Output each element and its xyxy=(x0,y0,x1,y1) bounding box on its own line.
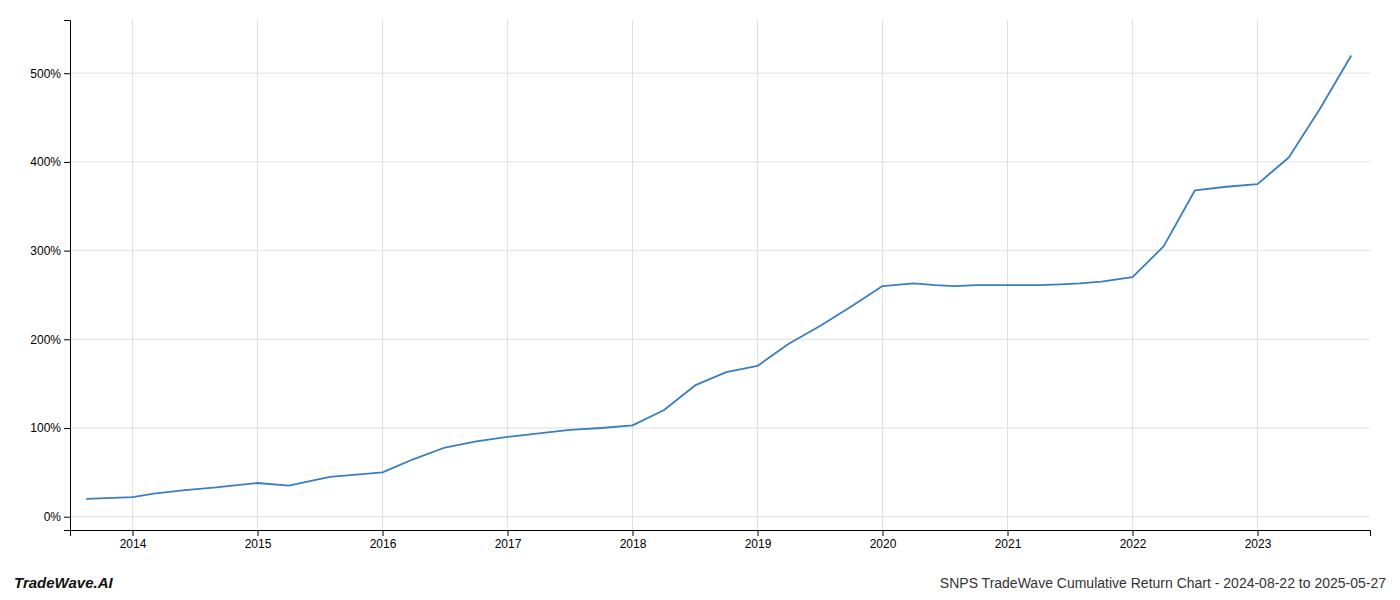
y-tick-label: 100% xyxy=(30,421,61,435)
x-tick: 2021 xyxy=(995,530,1022,551)
x-tick-label: 2017 xyxy=(495,537,522,551)
x-tick: 2020 xyxy=(870,530,897,551)
watermark: TradeWave.AI xyxy=(14,574,113,591)
y-tick-label: 0% xyxy=(44,510,62,524)
x-tick-label: 2019 xyxy=(745,537,772,551)
grid-line-x xyxy=(382,20,383,530)
x-tick-label: 2018 xyxy=(620,537,647,551)
grid-line-y xyxy=(70,516,1370,517)
plot: 2014 2015 2016 2017 2018 2019 2020 2021 2022 2023… xyxy=(30,20,1370,551)
x-tick-mark xyxy=(383,530,384,536)
x-tick-mark xyxy=(633,530,634,536)
grid-line-y xyxy=(70,73,1370,74)
y-tick-mark xyxy=(64,162,70,163)
y-tick-mark xyxy=(64,517,70,518)
y-tick: 500% xyxy=(30,67,70,81)
grid-line-x xyxy=(257,20,258,530)
grid-line-x xyxy=(507,20,508,530)
x-tick-mark xyxy=(258,530,259,536)
x-tick-mark xyxy=(133,530,134,536)
x-tick: 2015 xyxy=(245,530,272,551)
grid-line-y xyxy=(70,428,1370,429)
y-tick: 400% xyxy=(30,155,70,169)
x-tick-mark xyxy=(508,530,509,536)
y-tick-label: 200% xyxy=(30,333,61,347)
x-tick-label: 2015 xyxy=(245,537,272,551)
x-tick-mark xyxy=(1133,530,1134,536)
marks xyxy=(86,55,1351,498)
grid-line-x xyxy=(1132,20,1133,530)
y-tick-mark xyxy=(64,73,70,74)
y-axis-line xyxy=(64,21,71,531)
x-tick-mark xyxy=(1008,530,1009,536)
x-tick-label: 2021 xyxy=(995,537,1022,551)
x-tick-mark xyxy=(758,530,759,536)
grid-line-x xyxy=(1257,20,1258,530)
x-tick-label: 2014 xyxy=(120,537,147,551)
y-tick-mark xyxy=(64,339,70,340)
grid-line-x xyxy=(132,20,133,530)
y-tick: 200% xyxy=(30,333,70,347)
grid-line-y xyxy=(70,161,1370,162)
y-tick: 0% xyxy=(44,510,70,524)
x-tick-label: 2023 xyxy=(1245,537,1272,551)
x-tick-mark xyxy=(1258,530,1259,536)
x-tick: 2014 xyxy=(120,530,147,551)
chart: 2014 2015 2016 2017 2018 2019 2020 2021 2022 2023… xyxy=(0,0,1400,600)
x-axis: 2014 2015 2016 2017 2018 2019 2020 2021 2022 2023 xyxy=(71,530,1371,551)
x-tick-label: 2022 xyxy=(1120,537,1147,551)
y-tick: 100% xyxy=(30,421,70,435)
grid-line-y xyxy=(70,339,1370,340)
x-axis-line xyxy=(71,531,1371,537)
x-tick: 2019 xyxy=(745,530,772,551)
x-tick: 2016 xyxy=(370,530,397,551)
y-tick-mark xyxy=(64,251,70,252)
grid xyxy=(70,20,1370,530)
grid-line-x xyxy=(757,20,758,530)
x-tick-label: 2020 xyxy=(870,537,897,551)
grid-line-y xyxy=(70,250,1370,251)
grid-line-x xyxy=(632,20,633,530)
title: SNPS TradeWave Cumulative Return Chart -… xyxy=(940,575,1386,591)
x-tick: 2022 xyxy=(1120,530,1147,551)
y-tick-label: 300% xyxy=(30,244,61,258)
grid-line-x xyxy=(1007,20,1008,530)
y-tick-mark xyxy=(64,428,70,429)
grid-line-x xyxy=(882,20,883,530)
y-tick-label: 500% xyxy=(30,67,61,81)
x-tick: 2018 xyxy=(620,530,647,551)
x-tick: 2017 xyxy=(495,530,522,551)
x-tick: 2023 xyxy=(1245,530,1272,551)
line xyxy=(86,55,1351,498)
y-axis: 0% 100% 200% 300% 400% 500% xyxy=(30,21,70,531)
x-tick-label: 2016 xyxy=(370,537,397,551)
x-tick-mark xyxy=(883,530,884,536)
y-tick-label: 400% xyxy=(30,155,61,169)
y-tick: 300% xyxy=(30,244,70,258)
